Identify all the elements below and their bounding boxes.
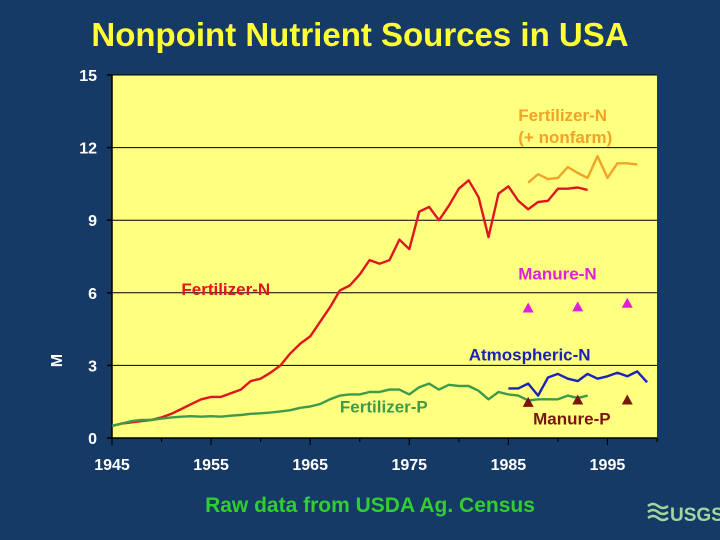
y-tick-label: 6 [88, 286, 97, 303]
usgs-logo: USGS [647, 502, 720, 526]
series-fertilizer-n-nonfarm-line [527, 154, 638, 184]
x-tick-label: 1975 [391, 457, 427, 474]
x-tick-label: 1985 [491, 457, 527, 474]
y-tick-label: 15 [79, 68, 97, 85]
markers-layer [522, 297, 633, 407]
axes: 0 3 6 9 12 15 1945 1955 1965 1975 1985 1995 [79, 68, 658, 474]
series-manure-n-marker [621, 297, 633, 308]
label-manure-p: Manure-P [533, 410, 610, 429]
y-axis-label: M [49, 354, 66, 367]
series-layer [111, 154, 648, 428]
chart-title: Nonpoint Nutrient Sources in USA [91, 16, 629, 53]
series-atmospheric-n-line [508, 370, 648, 397]
series-manure-n-marker [572, 301, 584, 312]
series-fertilizer-p-line [111, 382, 588, 428]
grid-lines [112, 74, 657, 366]
label-nonfarm: (+ nonfarm) [518, 128, 612, 147]
x-tick-label: 1945 [94, 457, 130, 474]
y-tick-label: 12 [79, 141, 97, 158]
label-fertilizer-n: Fertilizer-N [181, 280, 270, 299]
label-fertilizer-n-nonfarm: Fertilizer-N [518, 106, 607, 125]
usgs-wave-icon [647, 502, 669, 522]
y-tick-label: 3 [88, 358, 97, 375]
series-manure-p-marker [621, 394, 633, 405]
x-tick-label: 1955 [193, 457, 229, 474]
usgs-logo-text: USGS [670, 505, 720, 526]
series-manure-p-marker [572, 394, 584, 405]
y-tick-label: 0 [88, 431, 97, 448]
label-manure-n: Manure-N [518, 264, 596, 283]
source-note: Raw data from USDA Ag. Census [205, 494, 535, 517]
series-fertilizer-n-line [111, 179, 588, 428]
label-fertilizer-p: Fertilizer-P [340, 398, 428, 417]
label-atmospheric-n: Atmospheric-N [469, 346, 591, 365]
series-manure-n-marker [522, 302, 534, 313]
series-manure-p-marker [522, 396, 534, 407]
x-tick-label: 1965 [292, 457, 328, 474]
x-tick-label: 1995 [590, 457, 626, 474]
y-tick-label: 9 [88, 213, 97, 230]
